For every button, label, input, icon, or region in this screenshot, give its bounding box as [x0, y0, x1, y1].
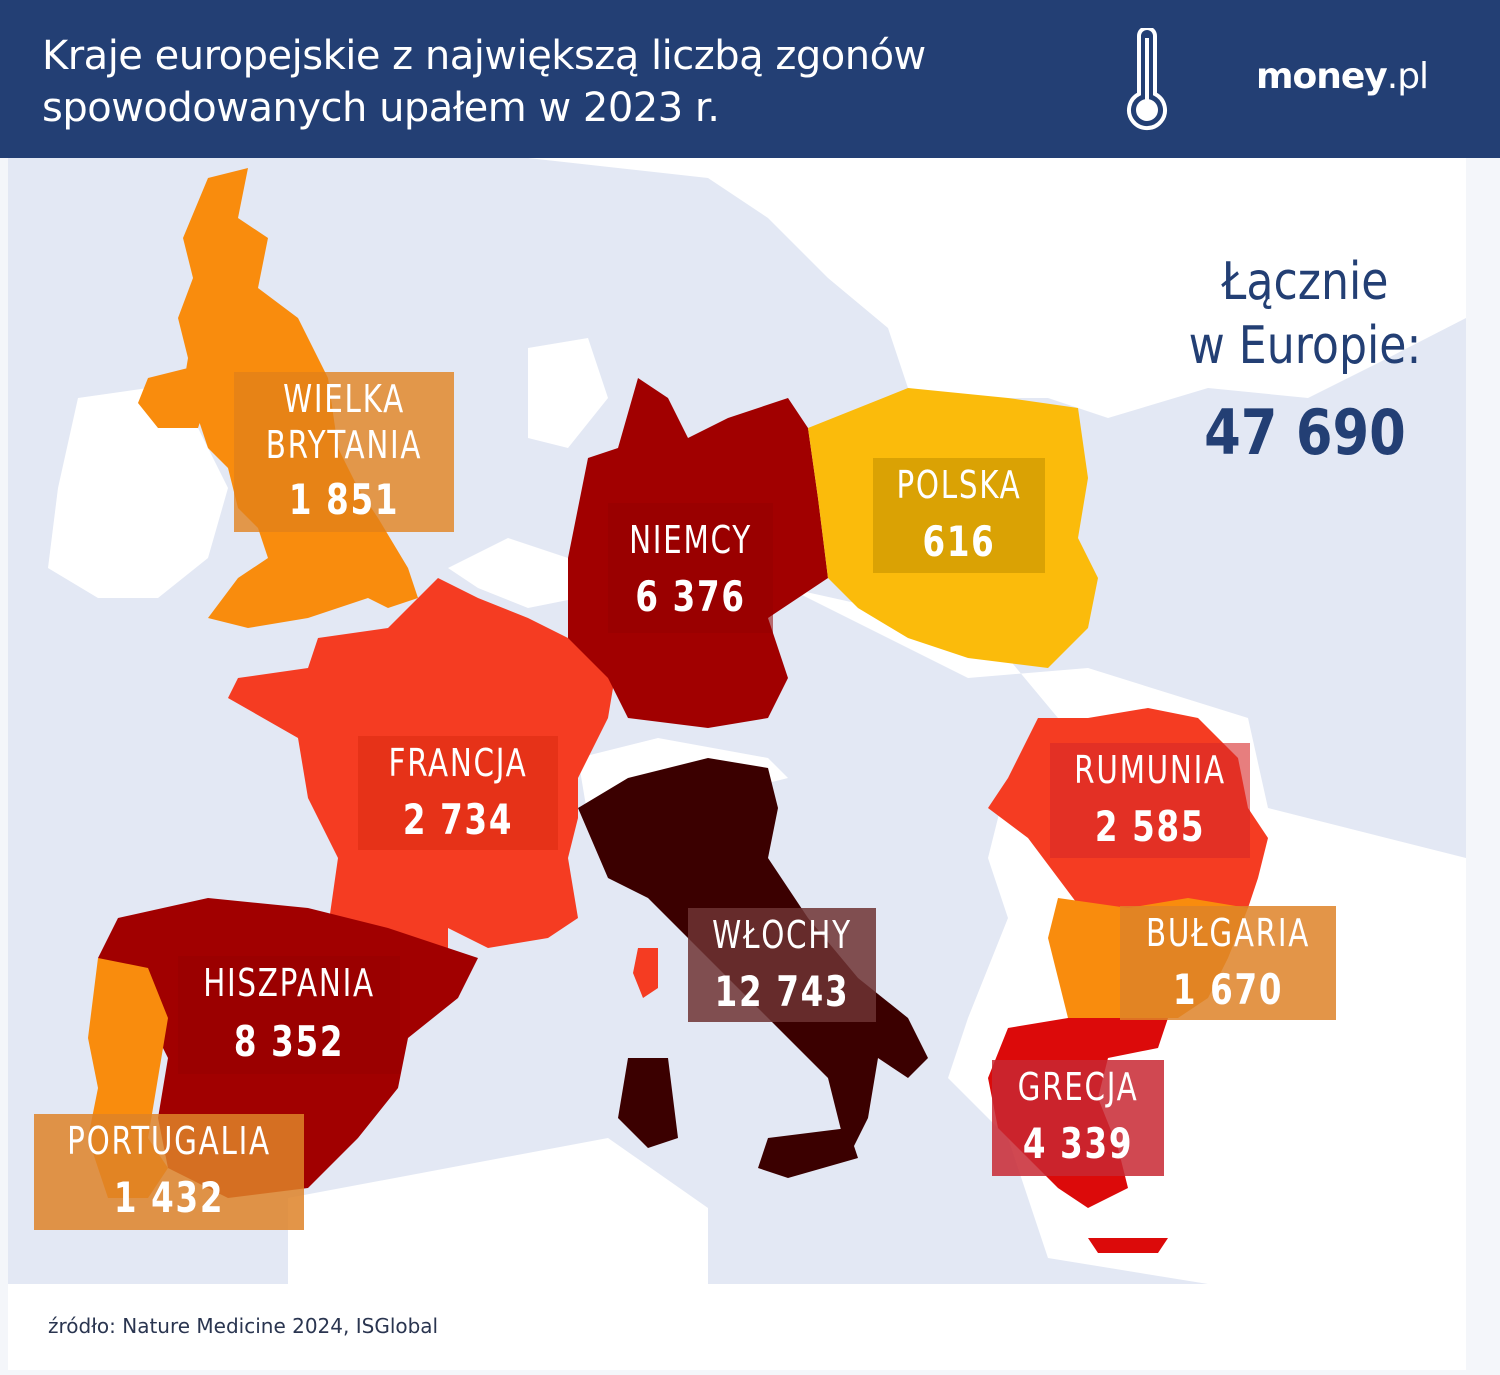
europe-map: WIELKA BRYTANIA 1 851 NIEMCY 6 376 POLSK… — [8, 158, 1466, 1284]
label-italy: WŁOCHY 12 743 — [688, 908, 876, 1022]
footer: źródło: Nature Medicine 2024, ISGlobal — [8, 1284, 1466, 1370]
total-label-line-2: w Europie: — [1188, 316, 1422, 376]
source-note: źródło: Nature Medicine 2024, ISGlobal — [48, 1314, 439, 1338]
label-spain: HISZPANIA 8 352 — [178, 956, 400, 1074]
label-greece: GRECJA 4 339 — [992, 1060, 1164, 1176]
label-poland: POLSKA 616 — [873, 458, 1045, 573]
thermometer-icon — [1127, 28, 1167, 131]
label-bulgaria: BUŁGARIA 1 670 — [1120, 906, 1336, 1020]
label-germany: NIEMCY 6 376 — [608, 503, 773, 633]
label-uk: WIELKA BRYTANIA 1 851 — [234, 372, 454, 532]
money-pl-logo: money.pl — [1256, 56, 1429, 97]
title-line-1: Kraje europejskie z największą liczbą zg… — [42, 33, 926, 79]
total-value: 47 690 — [1204, 396, 1406, 469]
title-line-2: spowodowanych upałem w 2023 r. — [42, 85, 720, 131]
header: Kraje europejskie z największą liczbą zg… — [0, 0, 1500, 158]
label-portugal: PORTUGALIA 1 432 — [34, 1114, 304, 1230]
label-romania: RUMUNIA 2 585 — [1050, 743, 1250, 858]
total-europe: Łącznie w Europie: 47 690 — [1160, 250, 1450, 469]
total-label-line-1: Łącznie — [1221, 252, 1389, 312]
label-france: FRANCJA 2 734 — [358, 736, 558, 850]
page-title: Kraje europejskie z największą liczbą zg… — [42, 30, 926, 134]
